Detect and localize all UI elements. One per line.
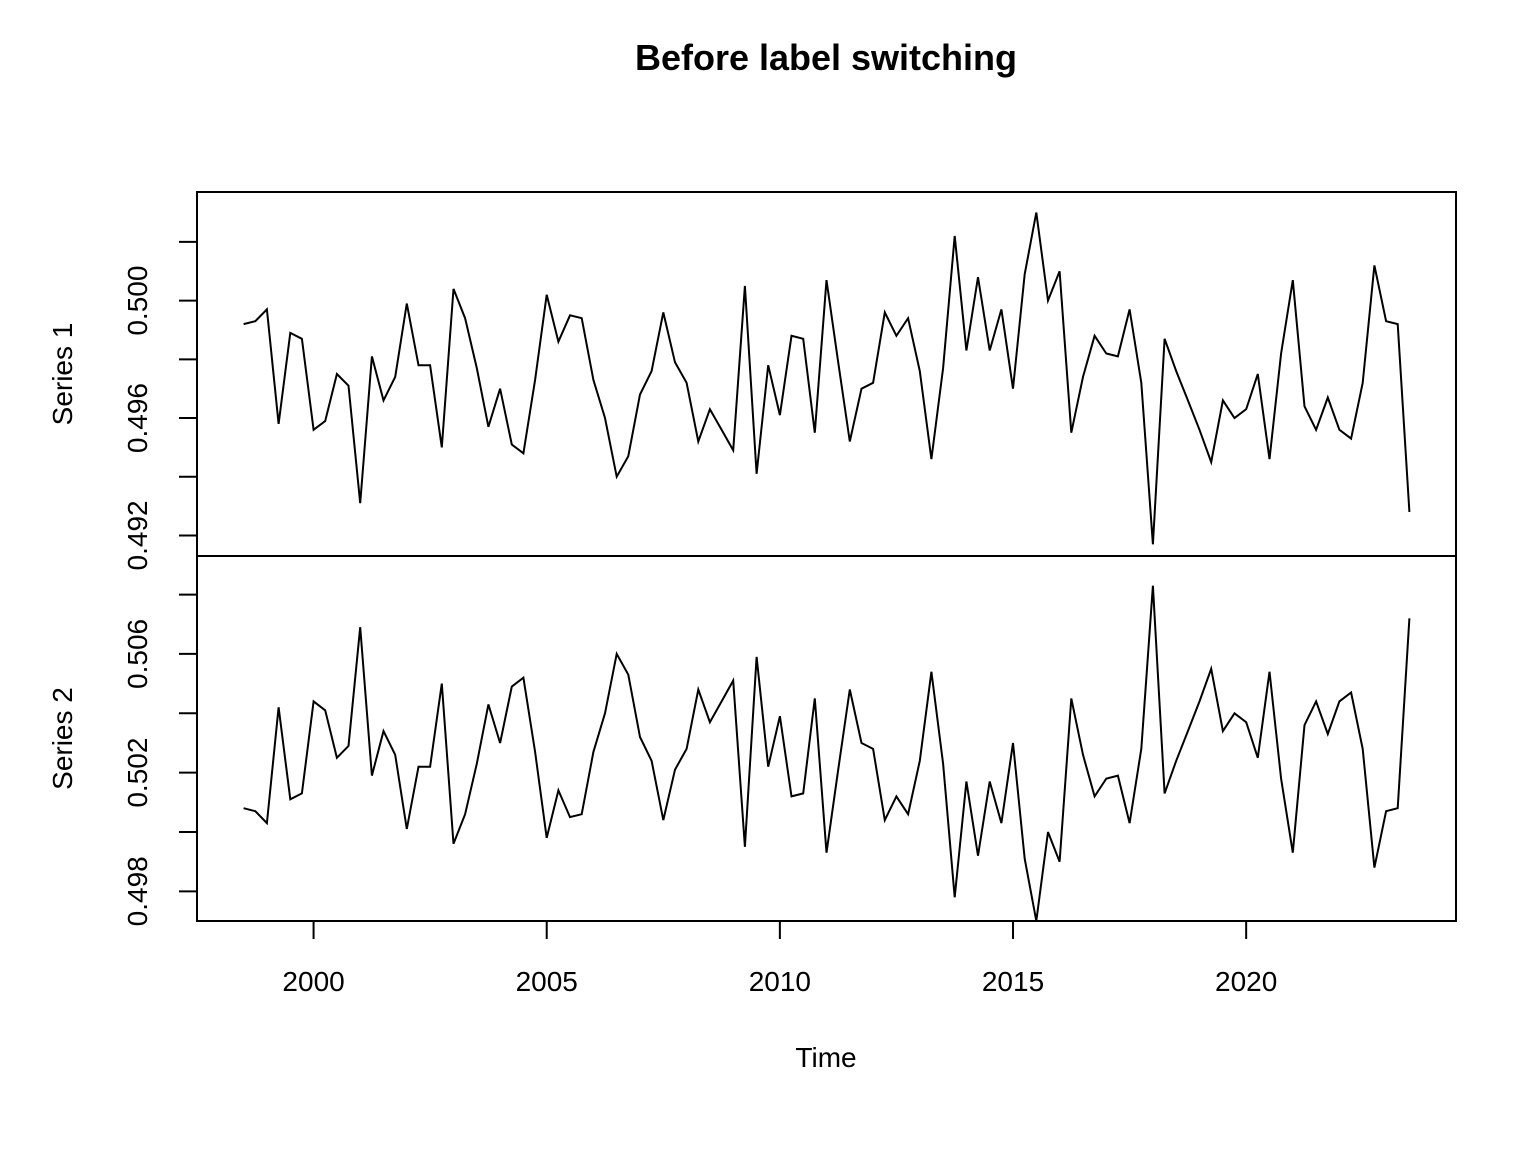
series-1-line (243, 212, 1411, 545)
x-tick-label: 2015 (982, 966, 1044, 997)
x-axis: 2000 2005 2010 2015 2020 (282, 920, 1277, 997)
x-tick-label: 2010 (749, 966, 811, 997)
x-axis-title: Time (795, 1042, 856, 1073)
y-tick-label: 0.492 (122, 500, 153, 570)
panel-1: 0.492 0.496 0.500 Series 1 (47, 191, 1457, 570)
panels: 0.492 0.496 0.500 Series 1 0.498 0.502 0.506 Se… (47, 191, 1457, 926)
panel-2-frame (196, 555, 1457, 922)
x-tick-label: 2000 (282, 966, 344, 997)
y-tick-label: 0.498 (122, 856, 153, 926)
y-tick-label: 0.496 (122, 383, 153, 453)
chart-title: Before label switching (635, 37, 1017, 78)
x-tick-label: 2005 (516, 966, 578, 997)
y-tick-label: 0.502 (122, 738, 153, 808)
series-label: Series 2 (47, 687, 78, 790)
x-tick-label: 2020 (1215, 966, 1277, 997)
panel-1-frame (196, 191, 1457, 557)
panel-2: 0.498 0.502 0.506 Series 2 (47, 555, 1457, 926)
series-2-line (243, 585, 1411, 922)
y-tick-label: 0.500 (122, 266, 153, 336)
series-label: Series 1 (47, 323, 78, 426)
y-tick-label: 0.506 (122, 619, 153, 689)
